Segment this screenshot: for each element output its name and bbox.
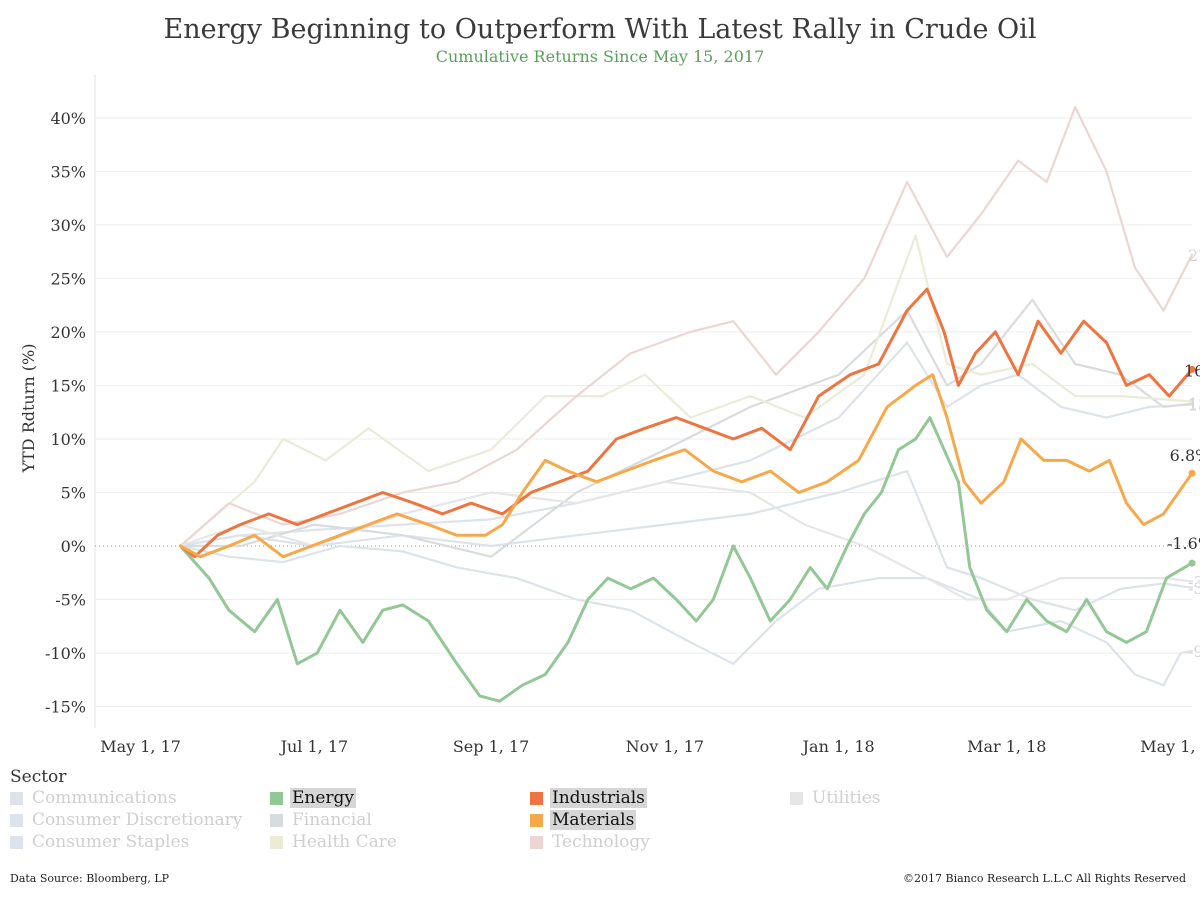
series-end-point-industrials bbox=[1188, 365, 1196, 373]
legend-label: Financial bbox=[292, 810, 372, 830]
legend-swatch bbox=[10, 813, 23, 827]
x-tick-label: Mar 1, 18 bbox=[967, 737, 1046, 756]
series-line-materials bbox=[179, 373, 1194, 559]
y-tick-label: 30% bbox=[50, 216, 86, 235]
legend-item-technology[interactable]: Technology bbox=[530, 831, 652, 853]
dim-series-layer bbox=[179, 105, 1194, 687]
y-tick-label: 15% bbox=[50, 376, 86, 395]
chart-subtitle: Cumulative Returns Since May 15, 2017 bbox=[435, 47, 765, 66]
y-tick-label: -5% bbox=[55, 591, 86, 610]
copyright: ©2017 Bianco Research L.L.C All Rights R… bbox=[903, 872, 1186, 885]
series-line-industrials bbox=[179, 287, 1194, 559]
legend-label: Consumer Staples bbox=[32, 832, 190, 852]
legend-swatch bbox=[270, 791, 283, 805]
y-tick-label: -10% bbox=[45, 644, 86, 663]
y-tick-label: 40% bbox=[50, 109, 86, 128]
legend-swatch bbox=[270, 835, 283, 849]
legend-title: Sector bbox=[10, 767, 67, 787]
legend-label: Technology bbox=[552, 832, 650, 852]
series-line-energy bbox=[179, 416, 1194, 703]
series-line-consumer-discretionary bbox=[179, 341, 1194, 548]
x-tick-label: Sep 1, 17 bbox=[453, 737, 529, 756]
end-label-industrials: 16.5% bbox=[1184, 361, 1200, 380]
legend-item-health-care[interactable]: Health Care bbox=[270, 831, 399, 853]
series-line-utilities bbox=[179, 480, 1194, 601]
x-tick-label: May 1, 17 bbox=[100, 737, 181, 756]
end-label-communications: -9.8% bbox=[1188, 642, 1200, 661]
y-tick-label: 20% bbox=[50, 323, 86, 342]
legend-swatch bbox=[530, 813, 543, 827]
line-chart: -9.8% 13.2% -3.9% 13.3% 27.2% -3.3% -1.6% 16.5%… bbox=[19, 75, 1200, 756]
end-label-consumer-discretionary: 13.2% bbox=[1188, 396, 1200, 415]
legend-label: Utilities bbox=[812, 788, 881, 808]
x-tick-label: May 1, 18 bbox=[1140, 737, 1200, 756]
x-tick-label: Jan 1, 18 bbox=[801, 737, 875, 756]
y-tick-label: 10% bbox=[50, 430, 86, 449]
x-tick-label: Jul 1, 17 bbox=[279, 737, 349, 756]
legend-item-consumer-discretionary[interactable]: Consumer Discretionary bbox=[10, 809, 244, 831]
legend-label: Materials bbox=[550, 810, 637, 830]
legend-swatch bbox=[530, 835, 543, 849]
end-label-layer: -9.8% 13.2% -3.9% 13.3% 27.2% -3.3% -1.6% 16.5%… bbox=[1167, 246, 1200, 661]
legend-item-energy[interactable]: Energy bbox=[270, 787, 357, 809]
legend-swatch bbox=[270, 813, 283, 827]
grid bbox=[94, 75, 1192, 728]
highlight-series-layer bbox=[179, 287, 1196, 703]
legend-label: Energy bbox=[290, 788, 357, 808]
y-tick-label: 35% bbox=[50, 162, 86, 181]
legend-swatch bbox=[790, 791, 803, 805]
data-source: Data Source: Bloomberg, LP bbox=[10, 872, 170, 885]
series-end-point-materials bbox=[1188, 469, 1196, 477]
legend-item-utilities[interactable]: Utilities bbox=[790, 787, 883, 809]
axes: YTD Rdturn (%) -15% -10% -5% 0% 5% 10% 15% 20% 2… bbox=[19, 109, 1200, 756]
y-tick-label: 5% bbox=[61, 483, 86, 502]
legend-label: Consumer Discretionary bbox=[32, 810, 243, 830]
legend-swatch bbox=[10, 835, 23, 849]
end-label-energy: -1.6% bbox=[1167, 534, 1200, 553]
end-label-utilities: -3.3% bbox=[1188, 572, 1200, 591]
y-tick-label: 0% bbox=[61, 537, 86, 556]
series-line-communications bbox=[179, 544, 1194, 687]
series-end-point-energy bbox=[1188, 559, 1196, 567]
end-label-consumer-staples: -3.9% bbox=[1188, 579, 1200, 598]
legend-item-industrials[interactable]: Industrials bbox=[530, 787, 647, 809]
legend-item-materials[interactable]: Materials bbox=[530, 809, 637, 831]
legend-swatch bbox=[530, 791, 543, 805]
x-tick-label: Nov 1, 17 bbox=[626, 737, 704, 756]
legend-label: Industrials bbox=[550, 788, 647, 808]
end-label-materials: 6.8% bbox=[1170, 446, 1200, 465]
y-tick-label: 25% bbox=[50, 269, 86, 288]
legend-item-consumer-staples[interactable]: Consumer Staples bbox=[10, 831, 191, 853]
series-line-financial bbox=[179, 298, 1194, 558]
legend-label: Health Care bbox=[292, 832, 397, 852]
y-tick-label: -15% bbox=[45, 698, 86, 717]
end-label-financial: 13.3% bbox=[1188, 395, 1200, 414]
chart-title: Energy Beginning to Outperform With Late… bbox=[163, 14, 1037, 45]
legend-swatch bbox=[10, 791, 23, 805]
legend-label: Communications bbox=[32, 788, 177, 808]
legend-item-communications[interactable]: Communications bbox=[10, 787, 179, 809]
y-axis-title: YTD Rdturn (%) bbox=[19, 344, 38, 474]
legend-item-financial[interactable]: Financial bbox=[270, 809, 374, 831]
end-label-technology: 27.2% bbox=[1188, 246, 1200, 265]
